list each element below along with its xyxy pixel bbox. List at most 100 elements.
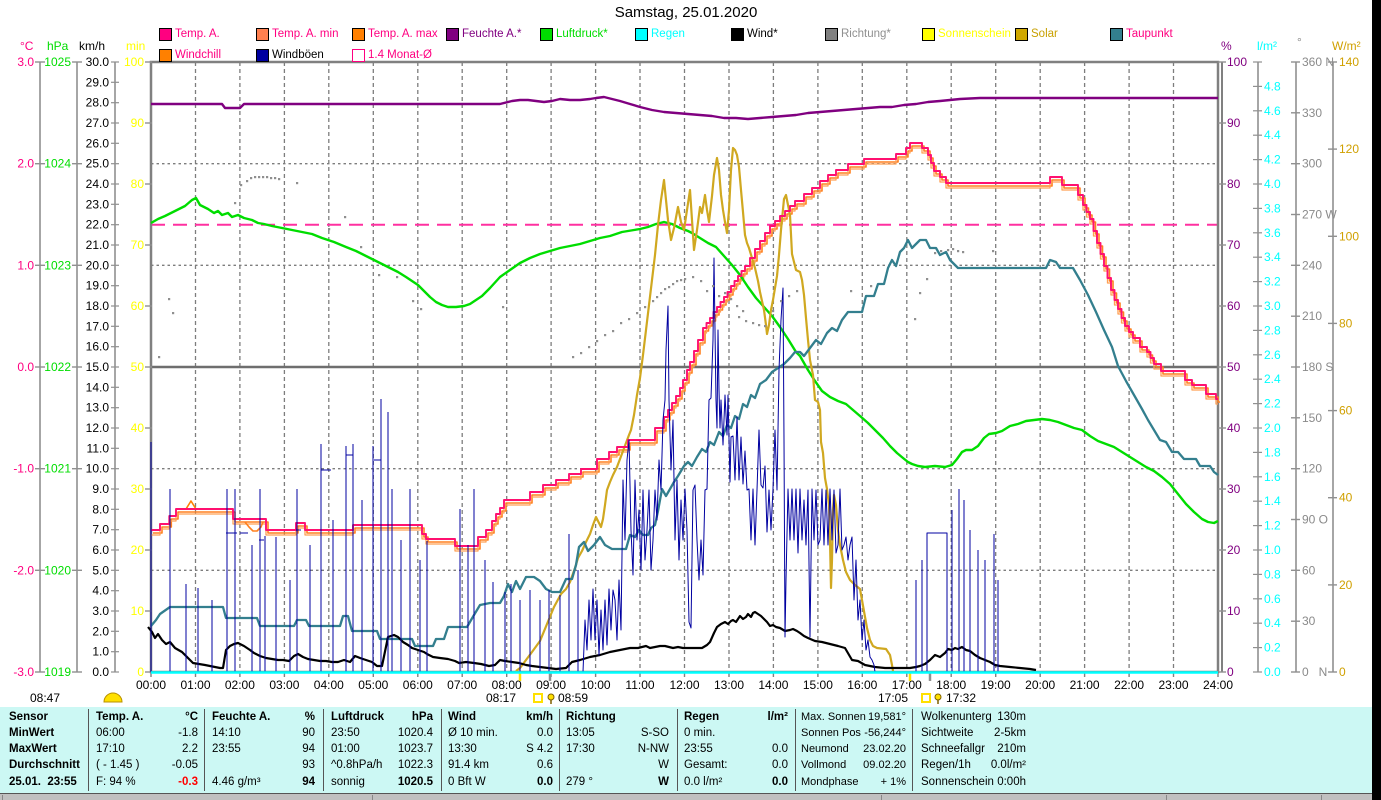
svg-text:8.0: 8.0 bbox=[92, 502, 109, 516]
svg-text:02:00: 02:00 bbox=[225, 678, 255, 692]
svg-text:4.6: 4.6 bbox=[1264, 104, 1281, 118]
svg-text:0: 0 bbox=[1339, 665, 1346, 679]
svg-text:1.6: 1.6 bbox=[1264, 470, 1281, 484]
svg-text:1.4: 1.4 bbox=[1264, 494, 1281, 508]
svg-text:20.0: 20.0 bbox=[86, 258, 110, 272]
svg-text:0.0: 0.0 bbox=[92, 665, 109, 679]
svg-text:2.0: 2.0 bbox=[92, 624, 109, 638]
svg-text:0.4: 0.4 bbox=[1264, 616, 1281, 630]
svg-text:90: 90 bbox=[1227, 116, 1241, 130]
svg-text:26.0: 26.0 bbox=[86, 136, 110, 150]
svg-text:-1.0: -1.0 bbox=[13, 462, 34, 476]
svg-text:00:00: 00:00 bbox=[136, 678, 166, 692]
svg-text:21:00: 21:00 bbox=[1070, 678, 1100, 692]
svg-text:18:00: 18:00 bbox=[936, 678, 966, 692]
svg-text:4.8: 4.8 bbox=[1264, 79, 1281, 93]
svg-text:11.0: 11.0 bbox=[87, 441, 110, 455]
svg-text:70: 70 bbox=[131, 238, 145, 252]
svg-text:60: 60 bbox=[1339, 404, 1353, 418]
svg-text:03:00: 03:00 bbox=[269, 678, 299, 692]
svg-text:180 S: 180 S bbox=[1302, 360, 1333, 374]
svg-text:1023: 1023 bbox=[44, 258, 71, 272]
svg-text:°C: °C bbox=[20, 39, 34, 53]
svg-text:1.0: 1.0 bbox=[92, 645, 109, 659]
svg-text:%: % bbox=[1221, 39, 1232, 53]
svg-text:0: 0 bbox=[137, 665, 144, 679]
svg-text:07:00: 07:00 bbox=[447, 678, 477, 692]
svg-text:330: 330 bbox=[1302, 106, 1322, 120]
svg-text:3.2: 3.2 bbox=[1264, 275, 1281, 289]
svg-text:20:00: 20:00 bbox=[1025, 678, 1055, 692]
svg-text:23.0: 23.0 bbox=[86, 197, 110, 211]
svg-text:120: 120 bbox=[1339, 142, 1359, 156]
svg-text:1020: 1020 bbox=[44, 563, 71, 577]
svg-text:0 N: 0 N bbox=[1302, 665, 1327, 679]
svg-text:6.0: 6.0 bbox=[92, 543, 109, 557]
svg-text:1025: 1025 bbox=[44, 55, 71, 69]
svg-text:3.4: 3.4 bbox=[1264, 250, 1281, 264]
svg-text:-2.0: -2.0 bbox=[13, 563, 34, 577]
svg-text:80: 80 bbox=[131, 177, 145, 191]
svg-text:1022: 1022 bbox=[44, 360, 71, 374]
svg-text:7.0: 7.0 bbox=[92, 523, 109, 537]
svg-text:4.0: 4.0 bbox=[92, 584, 109, 598]
svg-text:70: 70 bbox=[1227, 238, 1241, 252]
svg-text:2.8: 2.8 bbox=[1264, 323, 1281, 337]
svg-text:2.6: 2.6 bbox=[1264, 348, 1281, 362]
svg-text:°: ° bbox=[1297, 35, 1302, 49]
svg-text:15:00: 15:00 bbox=[803, 678, 833, 692]
svg-text:04:00: 04:00 bbox=[314, 678, 344, 692]
svg-text:50: 50 bbox=[1227, 360, 1241, 374]
svg-text:5.0: 5.0 bbox=[92, 563, 109, 577]
svg-text:17:32: 17:32 bbox=[946, 691, 976, 705]
svg-text:40: 40 bbox=[1339, 491, 1353, 505]
svg-text:3.6: 3.6 bbox=[1264, 226, 1281, 240]
svg-text:1.0: 1.0 bbox=[1264, 543, 1281, 557]
svg-text:15.0: 15.0 bbox=[86, 360, 110, 374]
svg-text:13.0: 13.0 bbox=[86, 401, 110, 415]
svg-text:l/m²: l/m² bbox=[1257, 39, 1277, 53]
svg-text:13:00: 13:00 bbox=[714, 678, 744, 692]
svg-text:4.0: 4.0 bbox=[1264, 177, 1281, 191]
svg-text:1.0: 1.0 bbox=[17, 258, 34, 272]
svg-text:90 O: 90 O bbox=[1302, 513, 1328, 527]
svg-text:0.2: 0.2 bbox=[1264, 641, 1281, 655]
svg-text:17:00: 17:00 bbox=[892, 678, 922, 692]
svg-text:0.0: 0.0 bbox=[1264, 665, 1281, 679]
svg-text:10.0: 10.0 bbox=[86, 462, 110, 476]
svg-text:10: 10 bbox=[1227, 604, 1241, 618]
svg-text:14:00: 14:00 bbox=[758, 678, 788, 692]
svg-text:08:59: 08:59 bbox=[558, 691, 588, 705]
svg-text:12:00: 12:00 bbox=[669, 678, 699, 692]
svg-text:2.0: 2.0 bbox=[17, 157, 34, 171]
svg-text:22:00: 22:00 bbox=[1114, 678, 1144, 692]
svg-text:80: 80 bbox=[1339, 316, 1353, 330]
svg-text:9.0: 9.0 bbox=[92, 482, 109, 496]
svg-text:1021: 1021 bbox=[44, 462, 71, 476]
svg-text:3.0: 3.0 bbox=[17, 55, 34, 69]
svg-text:12.0: 12.0 bbox=[86, 421, 110, 435]
svg-text:1019: 1019 bbox=[44, 665, 71, 679]
svg-text:08:17: 08:17 bbox=[486, 691, 516, 705]
svg-text:210: 210 bbox=[1302, 309, 1322, 323]
svg-text:20: 20 bbox=[131, 543, 145, 557]
svg-text:30: 30 bbox=[1227, 482, 1241, 496]
svg-text:min: min bbox=[126, 39, 145, 53]
svg-text:21.0: 21.0 bbox=[86, 238, 110, 252]
svg-text:16.0: 16.0 bbox=[86, 340, 110, 354]
svg-text:2.0: 2.0 bbox=[1264, 421, 1281, 435]
svg-text:30.0: 30.0 bbox=[86, 55, 110, 69]
svg-text:23:00: 23:00 bbox=[1158, 678, 1188, 692]
svg-text:30: 30 bbox=[1302, 614, 1316, 628]
svg-text:17:05: 17:05 bbox=[878, 691, 908, 705]
svg-text:20: 20 bbox=[1339, 578, 1353, 592]
svg-text:140: 140 bbox=[1339, 55, 1359, 69]
svg-text:40: 40 bbox=[131, 421, 145, 435]
svg-text:3.8: 3.8 bbox=[1264, 201, 1281, 215]
svg-text:1024: 1024 bbox=[44, 157, 71, 171]
svg-text:100: 100 bbox=[1227, 55, 1247, 69]
svg-text:18.0: 18.0 bbox=[86, 299, 110, 313]
svg-text:08:00: 08:00 bbox=[492, 678, 522, 692]
svg-text:0.0: 0.0 bbox=[17, 360, 34, 374]
svg-text:10:00: 10:00 bbox=[581, 678, 611, 692]
